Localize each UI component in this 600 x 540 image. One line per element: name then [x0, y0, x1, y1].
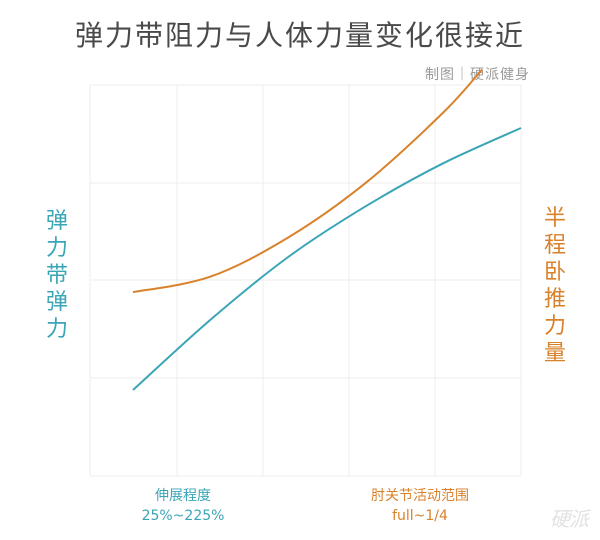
series-line-bench-press [132, 68, 483, 294]
y-label-band-force: 弹力带弹力 [45, 209, 68, 342]
x-label-elbow: 肘关节活动范围 full~1/4 [345, 486, 495, 526]
x-label-elbow-range: full~1/4 [392, 508, 448, 524]
grid [89, 84, 522, 477]
watermark-logo: 硬派 [550, 507, 589, 531]
y-label-bench-press: 半程卧推力量 [543, 206, 566, 366]
x-label-stretch-range: 25%~225% [141, 508, 225, 524]
series-line-band-force [132, 127, 522, 391]
x-label-stretch: 伸展程度 25%~225% [108, 486, 258, 526]
x-label-stretch-title: 伸展程度 [155, 488, 211, 504]
x-label-elbow-title: 肘关节活动范围 [371, 488, 469, 504]
chart-title: 弹力带阻力与人体力量变化很接近 [74, 19, 525, 52]
